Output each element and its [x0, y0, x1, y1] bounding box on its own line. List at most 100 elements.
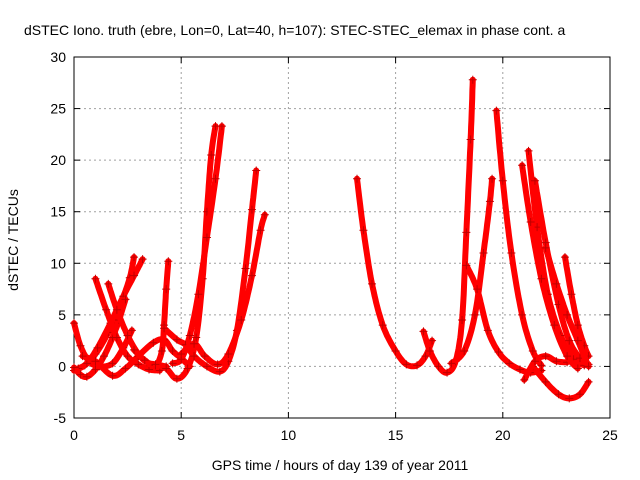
- data-point: [130, 253, 139, 262]
- data-point: [192, 333, 201, 342]
- data-point: [200, 352, 209, 361]
- series-line: [79, 336, 193, 379]
- data-point: [584, 362, 593, 371]
- data-point: [560, 253, 569, 262]
- data-point: [563, 352, 572, 361]
- y-tick-label: -5: [54, 410, 67, 426]
- data-point: [541, 243, 550, 252]
- data-point: [162, 364, 171, 373]
- data-point: [82, 359, 91, 368]
- data-point: [76, 370, 85, 379]
- data-point: [498, 176, 507, 185]
- data-point: [391, 346, 400, 355]
- data-point: [419, 327, 428, 336]
- data-point: [70, 319, 78, 328]
- data-point: [78, 352, 87, 361]
- data-point: [130, 345, 139, 354]
- data-point: [462, 228, 471, 237]
- data-point: [172, 374, 181, 383]
- data-point: [112, 333, 121, 342]
- y-tick-label: 30: [50, 49, 66, 65]
- x-tick-label: 20: [495, 427, 511, 443]
- data-point: [207, 150, 216, 159]
- data-point: [479, 248, 488, 257]
- data-point: [492, 106, 501, 115]
- data-point: [573, 364, 582, 373]
- data-point: [157, 346, 166, 355]
- data-series: [492, 106, 546, 370]
- data-point: [470, 310, 479, 319]
- chart-title: dSTEC Iono. truth (ebre, Lon=0, Lat=40, …: [24, 22, 565, 38]
- data-series: [447, 174, 497, 368]
- data-point: [359, 226, 368, 235]
- data-point: [460, 346, 469, 355]
- data-point: [102, 305, 111, 314]
- data-point: [202, 233, 211, 242]
- x-axis-label: GPS time / hours of day 139 of year 2011: [212, 457, 469, 473]
- data-point: [168, 359, 177, 368]
- data-series-group: [70, 75, 593, 403]
- y-tick-label: 20: [50, 152, 66, 168]
- data-point: [252, 166, 261, 175]
- data-point: [550, 321, 559, 330]
- y-tick-label: 25: [50, 101, 66, 117]
- data-point: [211, 174, 220, 183]
- data-point: [247, 271, 256, 280]
- data-point: [537, 274, 546, 283]
- data-point: [541, 352, 550, 361]
- data-point: [565, 394, 574, 403]
- data-point: [368, 279, 377, 288]
- data-point: [247, 205, 256, 214]
- data-point: [91, 274, 100, 283]
- data-point: [468, 75, 477, 84]
- x-tick-label: 25: [602, 427, 618, 443]
- data-point: [104, 279, 113, 288]
- data-point: [91, 365, 100, 374]
- data-point: [573, 321, 582, 330]
- data-point: [91, 357, 100, 366]
- data-point: [402, 360, 411, 369]
- data-point: [563, 310, 572, 319]
- data-point: [473, 285, 482, 294]
- data-point: [552, 279, 561, 288]
- data-point: [466, 135, 475, 144]
- grid-lines: [74, 57, 610, 418]
- data-point: [413, 361, 422, 370]
- data-point: [70, 363, 78, 372]
- data-point: [76, 341, 85, 350]
- data-point: [462, 261, 471, 270]
- data-point: [151, 360, 160, 369]
- data-point: [138, 255, 147, 264]
- y-tick-label: 5: [58, 307, 66, 323]
- data-point: [112, 305, 121, 314]
- data-point: [554, 390, 563, 399]
- data-point: [140, 356, 149, 365]
- y-tick-label: 0: [58, 358, 66, 374]
- data-point: [378, 321, 387, 330]
- data-point: [443, 368, 452, 377]
- data-point: [567, 290, 576, 299]
- data-point: [575, 390, 584, 399]
- data-point: [123, 352, 132, 361]
- data-point: [177, 350, 186, 359]
- data-point: [584, 377, 593, 386]
- data-point: [526, 218, 535, 227]
- series-line: [493, 107, 545, 369]
- data-point: [447, 359, 456, 368]
- data-point: [256, 226, 265, 235]
- x-tick-label: 0: [70, 427, 78, 443]
- data-point: [565, 336, 574, 345]
- data-point: [123, 331, 132, 340]
- data-point: [215, 367, 224, 376]
- data-point: [134, 360, 143, 369]
- x-tick-label: 5: [177, 427, 185, 443]
- data-point: [530, 357, 539, 366]
- data-point: [537, 361, 546, 370]
- data-point: [190, 352, 199, 361]
- data-point: [483, 326, 492, 335]
- y-axis-label: dSTEC / TECUs: [5, 189, 21, 291]
- x-tick-label: 15: [388, 427, 404, 443]
- y-tick-label: 15: [50, 204, 66, 220]
- data-point: [520, 375, 529, 384]
